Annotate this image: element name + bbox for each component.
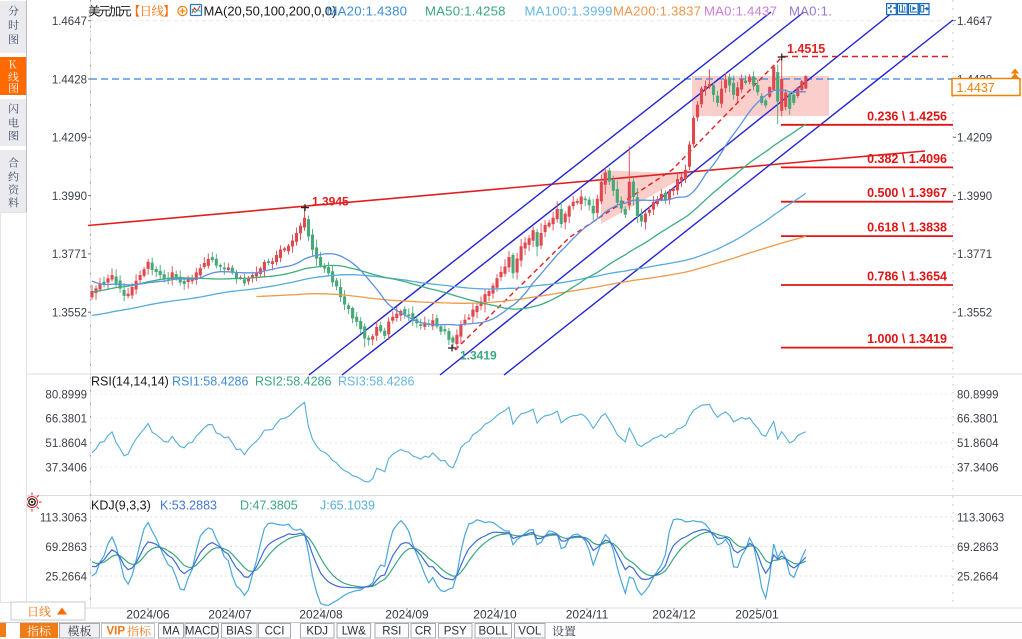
svg-text:2024/07: 2024/07: [208, 608, 252, 622]
svg-text:1.4647: 1.4647: [957, 16, 992, 28]
svg-text:1.3990: 1.3990: [957, 191, 992, 203]
svg-text:2024/10: 2024/10: [473, 608, 517, 622]
svg-text:2024/12: 2024/12: [652, 608, 696, 622]
svg-text:1.4209: 1.4209: [957, 133, 992, 145]
svg-text:113.3063: 113.3063: [40, 512, 87, 524]
svg-text:1.3771: 1.3771: [52, 249, 87, 261]
svg-text:2024/08: 2024/08: [299, 608, 343, 622]
svg-text:MA200:1.3837: MA200:1.3837: [613, 4, 701, 19]
svg-text:66.3801: 66.3801: [957, 414, 999, 426]
svg-text:MA20:1.4380: MA20:1.4380: [327, 4, 408, 19]
svg-text:1.3945: 1.3945: [312, 195, 349, 209]
svg-text:MA(20,50,100,200,0,0): MA(20,50,100,200,0,0): [204, 4, 337, 19]
svg-text:1.4515: 1.4515: [787, 42, 825, 56]
svg-text:51.8604: 51.8604: [957, 438, 999, 450]
svg-text:RSI(14,14,14): RSI(14,14,14): [91, 375, 169, 389]
svg-text:1.000 \ 1.3419: 1.000 \ 1.3419: [867, 332, 947, 346]
svg-text:80.8999: 80.8999: [957, 389, 999, 401]
svg-text:KDJ(9,3,3): KDJ(9,3,3): [91, 499, 151, 513]
svg-text:2024/09: 2024/09: [385, 608, 429, 622]
svg-text:37.3406: 37.3406: [45, 462, 87, 474]
svg-text:VIP: VIP: [107, 626, 126, 638]
svg-text:25.2664: 25.2664: [45, 571, 87, 583]
svg-text:25.2664: 25.2664: [957, 571, 999, 583]
svg-text:LW&: LW&: [342, 626, 366, 638]
svg-text:RSI2:58.4286: RSI2:58.4286: [255, 375, 331, 389]
svg-text:BOLL: BOLL: [478, 626, 508, 638]
svg-text:66.3801: 66.3801: [45, 414, 87, 426]
svg-text:K:53.2883: K:53.2883: [160, 499, 217, 513]
svg-text:0.786 \ 1.3654: 0.786 \ 1.3654: [867, 270, 947, 284]
svg-text:37.3406: 37.3406: [957, 462, 999, 474]
svg-text:MA0:1.4437: MA0:1.4437: [704, 4, 777, 19]
svg-text:0.618 \ 1.3838: 0.618 \ 1.3838: [867, 221, 947, 235]
svg-text:69.2863: 69.2863: [957, 542, 999, 554]
svg-text:0.382 \ 1.4096: 0.382 \ 1.4096: [867, 152, 947, 166]
svg-text:0.236 \ 1.4256: 0.236 \ 1.4256: [867, 109, 947, 123]
svg-text:1.4437: 1.4437: [957, 81, 995, 95]
svg-text:RSI: RSI: [382, 626, 401, 638]
svg-text:MA100:1.3999: MA100:1.3999: [525, 4, 613, 19]
svg-text:1.3552: 1.3552: [52, 308, 87, 320]
svg-text:2024/11: 2024/11: [566, 608, 609, 622]
svg-text:80.8999: 80.8999: [45, 389, 87, 401]
svg-text:1.3771: 1.3771: [957, 249, 992, 261]
svg-text:BIAS: BIAS: [226, 626, 253, 638]
svg-text:1.4209: 1.4209: [52, 133, 87, 145]
svg-text:MA50:1.4258: MA50:1.4258: [425, 4, 506, 19]
svg-text:VOL: VOL: [518, 626, 542, 638]
svg-text:MA: MA: [162, 626, 180, 638]
svg-text:PSY: PSY: [444, 626, 467, 638]
svg-text:113.3063: 113.3063: [957, 512, 1004, 524]
svg-text:69.2863: 69.2863: [45, 542, 87, 554]
svg-text:2025/01: 2025/01: [735, 608, 779, 622]
svg-text:1.3990: 1.3990: [52, 191, 87, 203]
svg-text:51.8604: 51.8604: [45, 438, 87, 450]
svg-text:MACD: MACD: [185, 626, 219, 638]
svg-text:2024/06: 2024/06: [126, 608, 170, 622]
svg-text:1.3552: 1.3552: [957, 308, 992, 320]
svg-text:CR: CR: [415, 626, 432, 638]
svg-text:1.4428: 1.4428: [52, 74, 87, 86]
svg-text:0.500 \ 1.3967: 0.500 \ 1.3967: [867, 186, 947, 200]
svg-text:RSI3:58.4286: RSI3:58.4286: [338, 375, 414, 389]
svg-text:1.3419: 1.3419: [460, 349, 497, 363]
svg-text:1.4647: 1.4647: [52, 16, 87, 28]
svg-text:MA0:1.: MA0:1.: [789, 4, 832, 19]
svg-text:D:47.3805: D:47.3805: [240, 499, 298, 513]
svg-text:KDJ: KDJ: [306, 626, 328, 638]
svg-text:J:65.1039: J:65.1039: [320, 499, 375, 513]
svg-text:RSI1:58.4286: RSI1:58.4286: [172, 375, 248, 389]
svg-text:CCI: CCI: [265, 626, 285, 638]
